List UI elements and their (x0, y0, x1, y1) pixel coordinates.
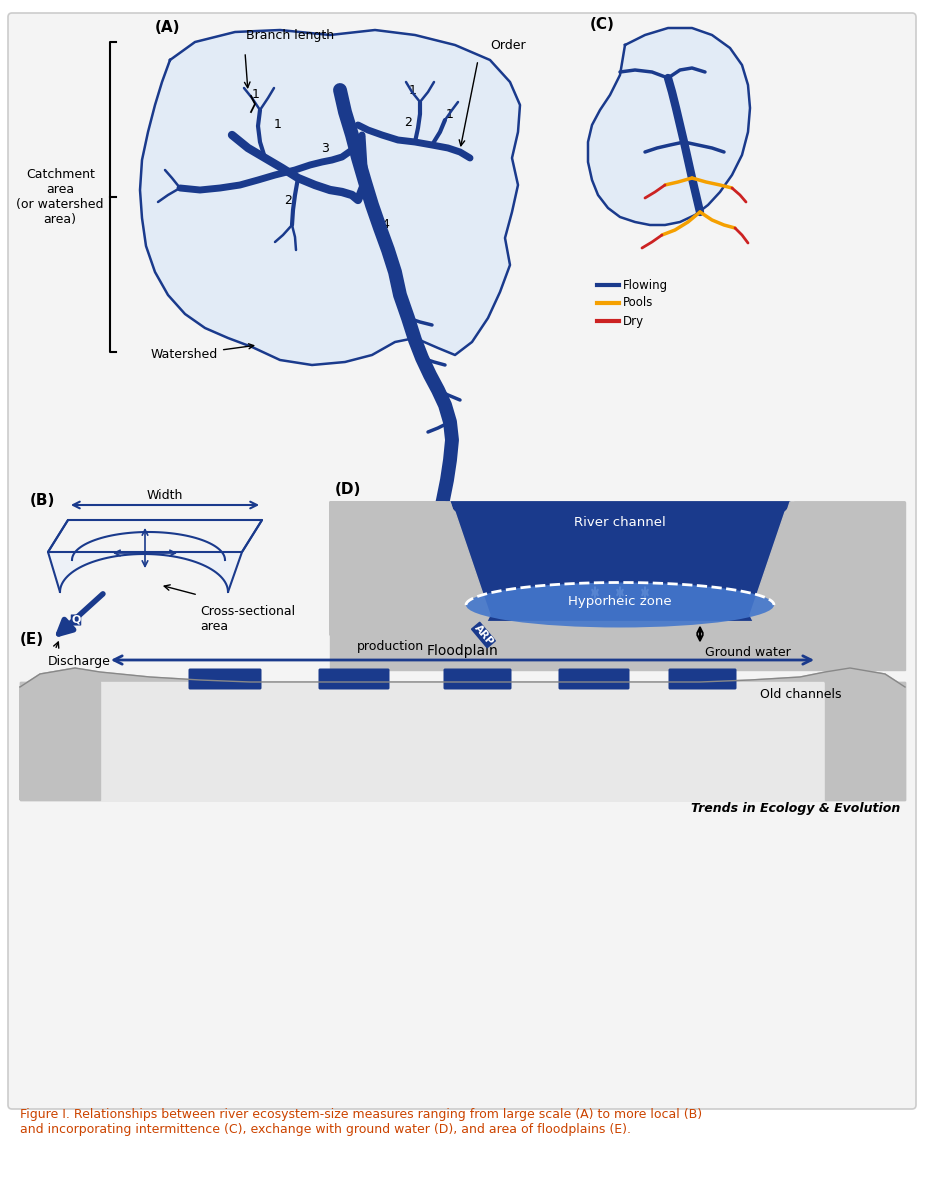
Text: Order: Order (490, 38, 525, 52)
Text: ARP: ARP (472, 623, 495, 647)
Polygon shape (330, 502, 905, 670)
Polygon shape (450, 502, 790, 620)
Text: Branch length: Branch length (246, 29, 334, 42)
Polygon shape (450, 502, 790, 620)
Text: Flowing: Flowing (623, 278, 668, 292)
Polygon shape (825, 682, 905, 800)
Text: 1: 1 (409, 84, 417, 96)
Text: Width: Width (147, 490, 183, 502)
Text: River channel: River channel (574, 516, 666, 528)
Text: Dry: Dry (623, 314, 644, 328)
Polygon shape (330, 502, 485, 630)
Text: 4: 4 (381, 218, 388, 232)
Polygon shape (330, 502, 485, 635)
FancyBboxPatch shape (189, 668, 262, 690)
Text: (A): (A) (155, 20, 180, 35)
Polygon shape (825, 668, 905, 800)
Polygon shape (20, 668, 905, 686)
Text: 2: 2 (284, 193, 292, 206)
Text: Catchment
area
(or watershed
area): Catchment area (or watershed area) (17, 168, 104, 226)
Text: 1: 1 (446, 108, 454, 121)
Text: Old channels: Old channels (760, 688, 842, 701)
Polygon shape (755, 502, 905, 630)
Text: (E): (E) (20, 632, 44, 647)
Polygon shape (100, 682, 825, 800)
Text: Figure I. Relationships between river ecosystem-size measures ranging from large: Figure I. Relationships between river ec… (20, 1108, 702, 1136)
Text: (D): (D) (335, 482, 362, 497)
Text: Cross-sectional
area: Cross-sectional area (200, 605, 295, 634)
Text: Hyporheic zone: Hyporheic zone (568, 595, 672, 608)
Polygon shape (588, 28, 750, 226)
Text: 2: 2 (404, 115, 412, 128)
Polygon shape (20, 668, 100, 800)
Text: 3: 3 (321, 142, 329, 155)
Polygon shape (20, 682, 100, 800)
FancyBboxPatch shape (318, 668, 389, 690)
Text: Pools: Pools (623, 296, 653, 310)
Ellipse shape (466, 582, 774, 628)
Polygon shape (140, 30, 520, 365)
FancyBboxPatch shape (443, 668, 512, 690)
Polygon shape (20, 682, 905, 800)
FancyBboxPatch shape (559, 668, 630, 690)
FancyBboxPatch shape (8, 13, 916, 1109)
Text: 1: 1 (252, 88, 260, 101)
Text: Annual runoff
production: Annual runoff production (348, 625, 433, 653)
Text: Discharge: Discharge (48, 655, 111, 668)
Text: (B): (B) (30, 493, 56, 508)
Text: Floodplain: Floodplain (426, 644, 499, 658)
Text: 1: 1 (274, 119, 282, 132)
Text: (C): (C) (590, 17, 615, 32)
Text: Trends in Ecology & Evolution: Trends in Ecology & Evolution (691, 802, 900, 815)
Polygon shape (330, 502, 490, 635)
Polygon shape (750, 502, 905, 635)
Text: Q: Q (71, 614, 80, 625)
Text: Ground water: Ground water (705, 646, 791, 659)
FancyBboxPatch shape (669, 668, 736, 690)
Polygon shape (48, 552, 242, 592)
Text: Watershed: Watershed (151, 343, 253, 361)
